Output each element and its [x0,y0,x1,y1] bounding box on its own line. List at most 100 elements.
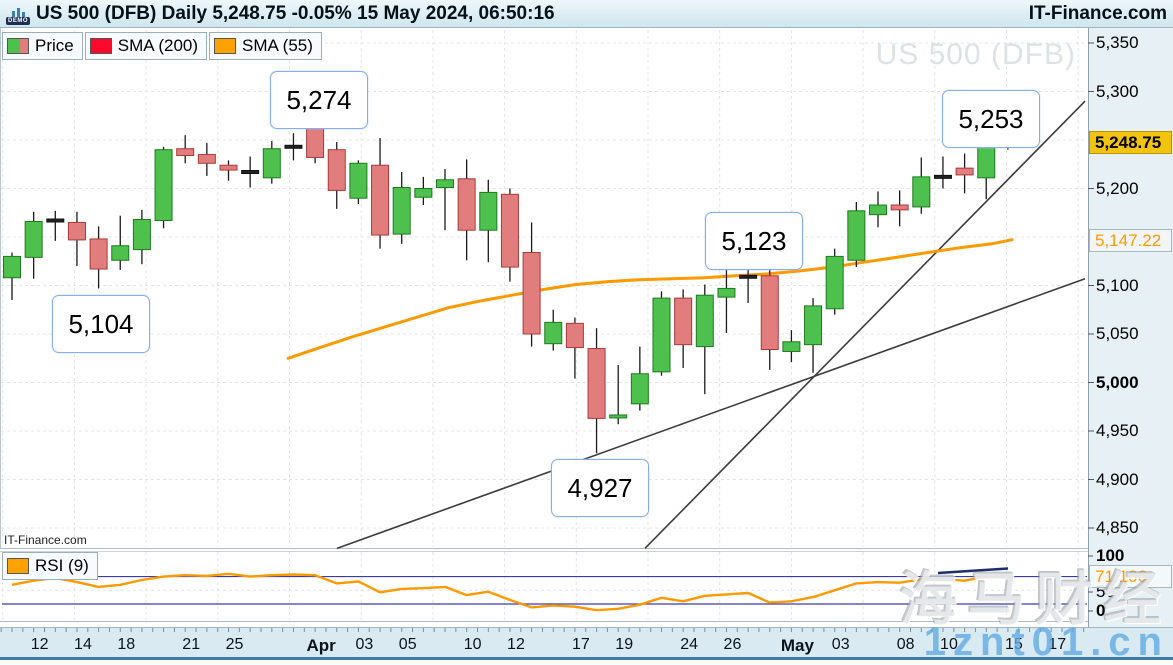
bullish-candle [825,255,844,310]
rsi-value-label: 71.106 [1089,565,1172,589]
legend-rsi-label: RSI (9) [35,556,89,575]
sma55-price-label: 5,147.22 [1089,229,1172,253]
time-axis-label: 14 [74,636,92,653]
bearish-candle [327,149,346,191]
bearish-candle [67,221,86,241]
indicator-legend: Price SMA (200) SMA (55) [2,32,322,60]
legend-sma200[interactable]: SMA (200) [84,32,208,60]
time-axis-label: 12 [30,636,49,653]
rsi-chart-surface[interactable] [0,551,1088,621]
time-axis-label: 18 [117,636,136,653]
time-axis-label: 08 [896,636,915,653]
trendline-1[interactable] [644,100,1086,549]
time-axis-label: 12 [507,636,525,653]
time-axis-label: 03 [831,636,850,653]
bullish-candle [111,245,130,261]
bearish-candle [500,193,519,268]
doji-candle [739,274,758,279]
price-axis-label: 5,200 [1096,178,1139,198]
bullish-candle [869,204,887,216]
trendlines-layer [336,100,1086,550]
legend-sma200-label: SMA (200) [117,36,199,55]
instrument-title: US 500 (DFB) Daily 5,248.75 -0.05% 15 Ma… [36,2,555,24]
bullish-candle [392,187,411,235]
panel-separator [0,548,1088,549]
candles-layer [3,116,1017,454]
bearish-candle [955,167,974,176]
bullish-candle [132,219,151,251]
time-axis-label: 25 [225,636,244,653]
time-axis[interactable] [0,627,1173,659]
rsi-layer [2,567,1087,612]
time-axis-label: 17 [1048,636,1067,653]
price-callout[interactable]: 4,927 [551,459,649,517]
price-axis-label: 4,950 [1096,421,1139,440]
price-axis-label: 5,300 [1096,81,1139,101]
bullish-candle [652,297,671,373]
bullish-candle [436,179,454,189]
bullish-candle [717,287,736,298]
bullish-candle [630,373,649,405]
bearish-candle [457,178,476,231]
bullish-candle [544,321,563,345]
symbol-watermark: US 500 (DFB) [875,38,1076,71]
brand-link[interactable]: IT-Finance.com [1028,2,1167,24]
bearish-candle [371,164,390,236]
panel-separator [0,621,1088,622]
time-axis-label: 03 [355,636,374,653]
bullish-candle [3,255,21,279]
price-callout[interactable]: 5,253 [942,90,1040,148]
publisher-watermark: IT-Finance.com [4,533,87,547]
window-bottom-border [0,657,1173,660]
rsi-legend: RSI (9) [2,552,98,580]
bearish-candle [197,154,216,164]
time-axis-label: 24 [680,636,699,653]
price-callout[interactable]: 5,104 [52,295,150,353]
last-price-label: 5,248.75 [1089,130,1172,154]
time-axis-label: May [780,636,814,655]
bearish-candle [522,252,541,335]
sma55-curve[interactable] [286,238,1014,360]
bearish-candle [176,148,195,157]
legend-sma55-label: SMA (55) [242,36,313,55]
time-axis-label: 05 [398,636,417,653]
bearish-candle [760,275,779,351]
demo-badge: DEMO [6,16,30,25]
bullish-candle [262,148,281,179]
bullish-candle [804,305,823,346]
time-axis-label: 21 [182,636,201,653]
price-swatch-icon [7,38,29,54]
sma55-line [286,238,1014,360]
price-axis[interactable] [1088,28,1173,627]
panel-separator [0,551,1088,552]
legend-price[interactable]: Price [2,32,83,60]
bullish-candle [24,220,43,258]
trendline-2[interactable] [336,277,1086,550]
doji-candle [46,218,65,223]
rsi-curve[interactable] [11,572,1008,612]
price-axis-label: 5,100 [1096,275,1139,295]
time-axis-label: 15 [1004,636,1023,653]
time-axis-label: 26 [723,636,742,653]
demo-chart-icon: DEMO [6,3,30,25]
bullish-candle [695,294,714,348]
price-callout[interactable]: 5,123 [705,212,803,270]
bearish-candle [565,322,584,349]
price-axis-label: 5,050 [1096,324,1139,343]
price-axis-label: 5,000 [1096,372,1139,392]
bearish-candle [219,164,238,171]
bearish-candle [674,297,693,346]
bearish-candle [587,348,606,419]
price-callout[interactable]: 5,274 [270,71,368,129]
time-axis-label: 10 [463,636,482,653]
legend-rsi[interactable]: RSI (9) [2,552,98,580]
bullish-candle [912,176,931,208]
price-axis-label: 5,350 [1096,33,1139,52]
sma200-swatch-icon [89,38,112,54]
time-axis-label: 19 [615,636,634,653]
bullish-candle [609,414,628,419]
time-axis-label: 10 [940,636,958,653]
legend-sma55[interactable]: SMA (55) [209,32,322,60]
sma55-swatch-icon [214,38,237,54]
